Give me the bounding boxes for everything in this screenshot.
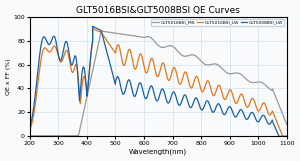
GLT5016BSI_MS [28,135,31,137]
GLT5016BSI_LW [127,49,130,51]
GLT5008BSI_LW [57,57,61,59]
Line: GLT5016BSI_LW: GLT5016BSI_LW [30,29,287,136]
GLT5016BSI_MS [138,36,141,38]
X-axis label: Wavelength(nm): Wavelength(nm) [129,149,187,155]
GLT5016BSI_MS [127,34,130,36]
GLT5008BSI_LW [127,79,130,81]
GLT5016BSI_LW [91,28,94,30]
GLT5016BSI_MS [285,123,289,125]
GLT5016BSI_MS [100,30,103,32]
GLT5008BSI_LW [285,135,289,137]
GLT5016BSI_MS [280,111,284,113]
GLT5016BSI_MS [252,82,256,84]
GLT5016BSI_LW [285,135,289,137]
GLT5008BSI_LW [138,82,141,84]
GLT5008BSI_LW [73,56,76,58]
GLT5016BSI_LW [138,54,141,56]
GLT5008BSI_LW [252,114,256,116]
GLT5016BSI_LW [280,133,284,135]
Line: GLT5008BSI_LW: GLT5008BSI_LW [30,26,287,136]
Legend: GLT5016BSI_MS, GLT5016BSI_LW, GLT5008BSI_LW: GLT5016BSI_MS, GLT5016BSI_LW, GLT5008BSI… [151,19,284,26]
GLT5016BSI_LW [28,129,31,131]
GLT5008BSI_LW [277,135,281,137]
GLT5016BSI_LW [57,58,61,60]
GLT5008BSI_LW [28,126,31,128]
GLT5016BSI_MS [76,135,80,137]
GLT5016BSI_LW [281,135,284,137]
GLT5016BSI_MS [73,135,76,137]
GLT5016BSI_MS [57,135,61,137]
GLT5016BSI_LW [73,67,76,69]
Title: GLT5016BSI&GLT5008BSI QE Curves: GLT5016BSI&GLT5008BSI QE Curves [76,6,240,14]
GLT5008BSI_LW [280,135,284,137]
GLT5008BSI_LW [91,25,94,27]
Line: GLT5016BSI_MS: GLT5016BSI_MS [30,31,287,136]
GLT5016BSI_LW [252,99,256,101]
Y-axis label: QE x FF (%): QE x FF (%) [6,58,10,95]
